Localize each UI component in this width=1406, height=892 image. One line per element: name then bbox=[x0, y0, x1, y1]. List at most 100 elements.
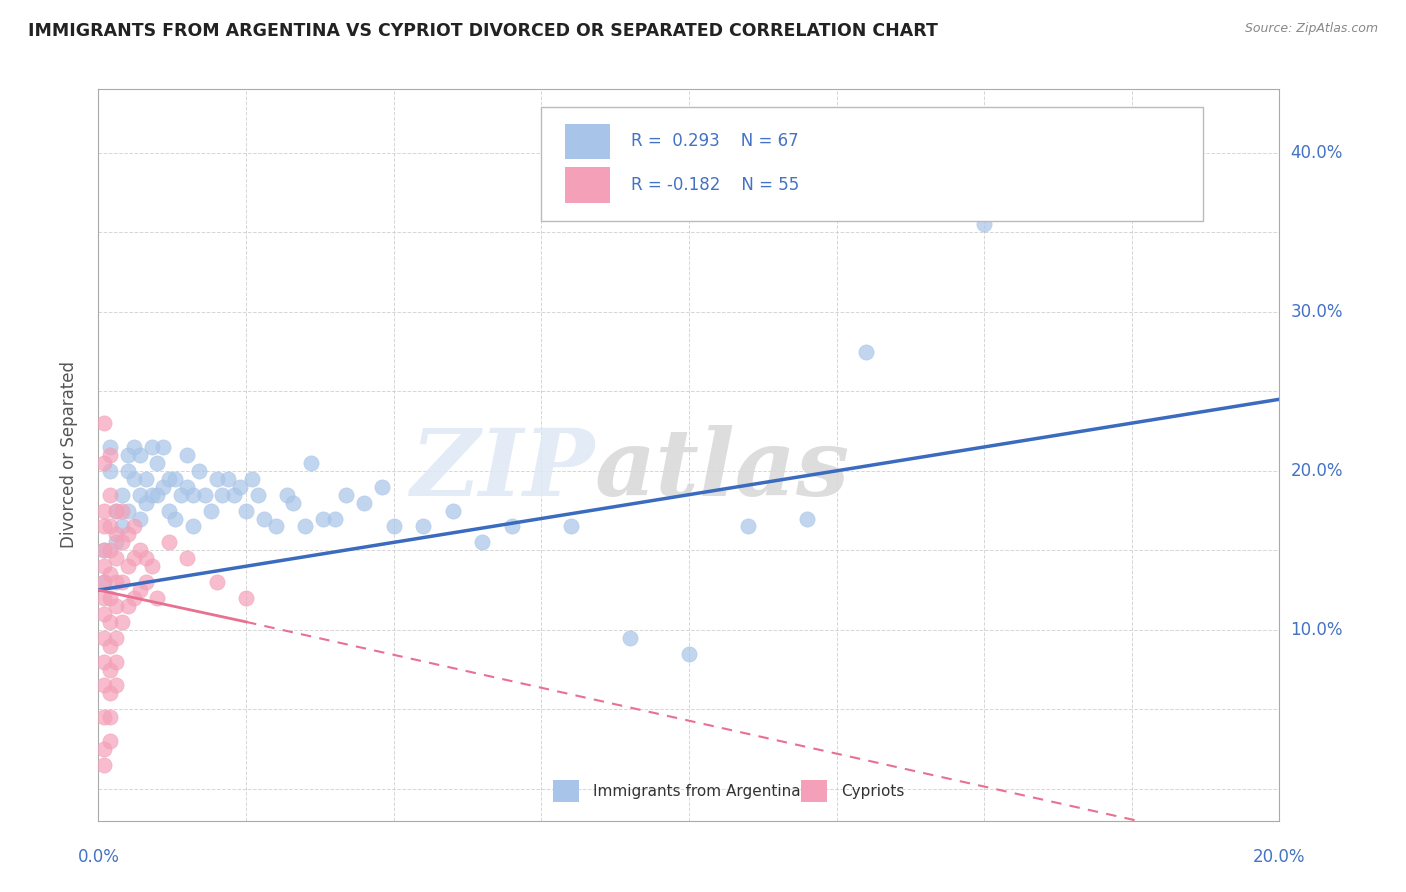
Y-axis label: Divorced or Separated: Divorced or Separated bbox=[59, 361, 77, 549]
Point bbox=[135, 472, 157, 486]
Point bbox=[181, 519, 204, 533]
Point bbox=[93, 543, 115, 558]
Point bbox=[176, 480, 198, 494]
Text: 40.0%: 40.0% bbox=[1291, 144, 1343, 161]
Point bbox=[93, 503, 115, 517]
Point bbox=[111, 519, 134, 533]
Point bbox=[105, 535, 128, 549]
Point bbox=[323, 511, 346, 525]
Point bbox=[157, 472, 180, 486]
Point bbox=[187, 464, 209, 478]
Point bbox=[294, 519, 316, 533]
Point bbox=[93, 575, 115, 590]
Point bbox=[93, 543, 115, 558]
Point bbox=[105, 503, 128, 517]
Text: 30.0%: 30.0% bbox=[1291, 302, 1343, 321]
Point bbox=[855, 344, 877, 359]
Point bbox=[111, 575, 134, 590]
Point bbox=[98, 663, 121, 677]
Text: 20.0%: 20.0% bbox=[1253, 848, 1306, 866]
Point bbox=[170, 488, 193, 502]
Text: Immigrants from Argentina: Immigrants from Argentina bbox=[593, 784, 801, 799]
Point bbox=[93, 678, 115, 692]
Point bbox=[353, 495, 375, 509]
Point bbox=[200, 503, 222, 517]
Point bbox=[217, 472, 239, 486]
Point bbox=[152, 440, 174, 454]
Point bbox=[176, 551, 198, 566]
FancyBboxPatch shape bbox=[565, 168, 610, 202]
Point bbox=[619, 631, 641, 645]
Point bbox=[276, 488, 298, 502]
Point bbox=[135, 575, 157, 590]
Point bbox=[93, 456, 115, 470]
Point bbox=[135, 551, 157, 566]
Point bbox=[299, 456, 322, 470]
Point bbox=[122, 472, 145, 486]
Text: Cypriots: Cypriots bbox=[841, 784, 904, 799]
Point bbox=[105, 527, 128, 541]
Point bbox=[371, 480, 394, 494]
Point bbox=[382, 519, 405, 533]
Point bbox=[111, 615, 134, 629]
Text: 0.0%: 0.0% bbox=[77, 848, 120, 866]
Point bbox=[105, 599, 128, 613]
Point bbox=[128, 583, 150, 598]
Point bbox=[471, 535, 494, 549]
Text: R =  0.293    N = 67: R = 0.293 N = 67 bbox=[631, 132, 799, 150]
Point bbox=[246, 488, 269, 502]
Point bbox=[205, 575, 228, 590]
Point bbox=[98, 734, 121, 748]
FancyBboxPatch shape bbox=[541, 108, 1202, 221]
Point bbox=[128, 488, 150, 502]
Point bbox=[105, 575, 128, 590]
Point bbox=[560, 519, 582, 533]
Point bbox=[93, 710, 115, 724]
Point bbox=[117, 448, 139, 462]
Point bbox=[93, 416, 115, 430]
Text: ZIP: ZIP bbox=[411, 425, 595, 515]
Point bbox=[98, 639, 121, 653]
Point bbox=[117, 559, 139, 574]
Point bbox=[737, 519, 759, 533]
Point bbox=[441, 503, 464, 517]
Point bbox=[240, 472, 263, 486]
Point bbox=[98, 519, 121, 533]
Point bbox=[181, 488, 204, 502]
Point bbox=[93, 631, 115, 645]
Point bbox=[176, 448, 198, 462]
Point bbox=[93, 758, 115, 772]
Point bbox=[335, 488, 357, 502]
Point bbox=[117, 464, 139, 478]
Point bbox=[98, 567, 121, 582]
Point bbox=[122, 591, 145, 605]
Point bbox=[128, 448, 150, 462]
Point bbox=[157, 503, 180, 517]
Point bbox=[117, 527, 139, 541]
Point bbox=[229, 480, 252, 494]
Point bbox=[157, 535, 180, 549]
Point bbox=[93, 742, 115, 756]
Point bbox=[93, 591, 115, 605]
Point bbox=[283, 495, 305, 509]
Point bbox=[105, 655, 128, 669]
Point bbox=[678, 647, 700, 661]
Point bbox=[165, 472, 187, 486]
Point bbox=[105, 503, 128, 517]
Point bbox=[105, 678, 128, 692]
Point bbox=[105, 631, 128, 645]
Point bbox=[111, 488, 134, 502]
Point bbox=[98, 488, 121, 502]
Point bbox=[122, 440, 145, 454]
Point bbox=[264, 519, 287, 533]
Point bbox=[93, 607, 115, 621]
FancyBboxPatch shape bbox=[801, 780, 827, 803]
Point bbox=[98, 543, 121, 558]
Point bbox=[152, 480, 174, 494]
Point bbox=[973, 218, 995, 232]
Point bbox=[93, 559, 115, 574]
Point bbox=[224, 488, 246, 502]
Point bbox=[93, 575, 115, 590]
Point bbox=[93, 519, 115, 533]
Point bbox=[117, 503, 139, 517]
